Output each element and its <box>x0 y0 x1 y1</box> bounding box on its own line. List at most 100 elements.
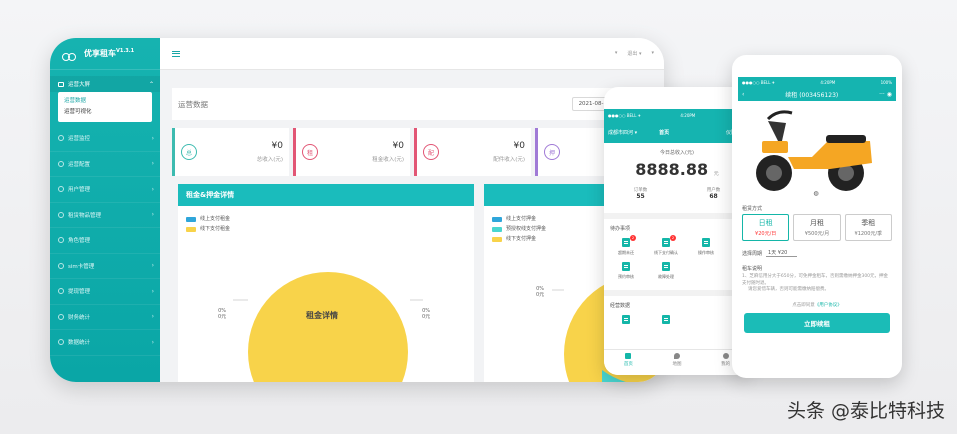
hamburger-menu-icon[interactable] <box>172 50 180 57</box>
submenu-item-ops-data[interactable]: 运营数据 <box>64 98 87 104</box>
desktop-window: 优享租车V1.3.1 运营大屏 ⌃ 运营数据 运营可视化 运营监控 › 运营配置 ›… <box>50 38 664 382</box>
phone-notch-area <box>604 87 750 109</box>
sidebar-item-label: 提现管理 <box>68 289 91 296</box>
nav-icon <box>58 186 64 193</box>
todo-review[interactable]: 操作审核 <box>686 238 726 256</box>
sidebar-item-finance[interactable]: 财务统计 › <box>50 305 160 330</box>
tab-label: 我的 <box>721 362 731 367</box>
income-summary: 今日总收入(元) 8888.88 元 订单数 55 用户数 68 <box>604 143 750 213</box>
phone-screen: ●●●○○ BELL ✈ 4:20PM 100% ‹ 续租 (003456123… <box>738 77 896 378</box>
todo-offline-pay[interactable]: 2 线下支付确认 <box>646 235 686 256</box>
sidebar-item-users[interactable]: 用户管理 › <box>50 177 160 203</box>
sidebar-item-label: 数据统计 <box>68 340 91 347</box>
document-icon <box>622 262 630 271</box>
nav-icon <box>58 160 64 167</box>
brand: 优享租车V1.3.1 <box>50 38 160 70</box>
app-header: ‹ 续租 (003456123) ··· ◉ <box>738 87 896 101</box>
city-selector[interactable]: 成都市四河 ▾ <box>608 129 638 136</box>
menu-icon[interactable]: ··· ◉ <box>879 90 892 98</box>
ops-entry[interactable] <box>646 315 686 327</box>
plan-daily[interactable]: 日租 ¥20元/日 <box>742 214 790 241</box>
bike-logo-icon <box>62 47 76 61</box>
todo-booking[interactable]: 预约审核 <box>606 262 646 280</box>
divider <box>604 213 750 219</box>
sidebar-item-label: sim卡管理 <box>68 263 95 270</box>
topbar-right: ▾ 退出 ▾ ▾ <box>615 50 664 57</box>
todo-badge: 2 <box>630 235 636 241</box>
cycle-dropdown[interactable]: 1天 ¥20 <box>766 249 798 257</box>
legend-swatch <box>186 216 196 222</box>
nav-icon <box>58 262 64 269</box>
plan-quarterly[interactable]: 季租 ¥1200元/季 <box>844 214 892 241</box>
battery-indicator: 100% <box>880 79 892 85</box>
tab-mine[interactable]: 我的 <box>701 350 750 375</box>
logout-dropdown[interactable]: 退出 ▾ <box>627 51 642 57</box>
pie-slice-preauth-deposit[interactable] <box>602 370 634 382</box>
document-icon <box>662 262 670 271</box>
plan-monthly[interactable]: 月租 ¥500元/月 <box>793 214 841 241</box>
sidebar-submenu: 运营数据 运营可视化 <box>58 92 152 122</box>
sidebar-item-statistics[interactable]: 数据统计 › <box>50 330 160 356</box>
stat-value: 68 <box>709 193 718 200</box>
todo-label: 超期未还 <box>618 250 634 255</box>
sidebar-item-monitor[interactable]: 运营监控 › <box>50 126 160 152</box>
back-icon[interactable]: ‹ <box>742 90 745 98</box>
topbar-dropdown[interactable]: ▾ <box>651 50 654 56</box>
document-icon <box>622 315 630 324</box>
tab-bar: 首页 地图 我的 <box>604 349 750 375</box>
chevron-right-icon: › <box>151 313 154 321</box>
monitor-icon <box>58 81 64 87</box>
pie-slice-offline-rent[interactable] <box>248 272 408 382</box>
legend-item[interactable]: 预授权线支付押金 <box>492 224 656 234</box>
renew-now-button[interactable]: 立即续租 <box>744 312 890 333</box>
sidebar-item-rental-items[interactable]: 租赁物品管理 › <box>50 203 160 228</box>
todo-overdue[interactable]: 2 超期未还 <box>606 235 646 256</box>
legend-label: 线上支付押金 <box>506 216 537 222</box>
app-header: 成都市四河 ▾ 首页 仪陇门店 <box>604 121 750 143</box>
page-title-bar: 运营数据 2021-08-12 - 2021-08 <box>172 88 652 120</box>
chart-panels: 租金&押金详情 线上支付租金 线下支付租金 0% 0元 0% 0元 租金详情 线上支… <box>178 184 664 382</box>
legend-item[interactable]: 线下支付租金 <box>186 224 466 234</box>
scooter-image: ◍ <box>738 101 896 201</box>
legend-label: 线上支付租金 <box>200 216 231 222</box>
document-icon <box>662 238 670 247</box>
legend-item[interactable]: 线上支付押金 <box>492 214 656 224</box>
sidebar-item-config[interactable]: 运营配置 › <box>50 152 160 177</box>
todo-badge: 2 <box>670 235 676 241</box>
nav-icon <box>58 135 64 142</box>
legend-item[interactable]: 线上支付租金 <box>186 214 466 224</box>
rent-plans: 日租 ¥20元/日 月租 ¥500元/月 季租 ¥1200元/季 <box>738 214 896 241</box>
todo-label: 故障处理 <box>658 274 674 279</box>
sidebar: 优享租车V1.3.1 运营大屏 ⌃ 运营数据 运营可视化 运营监控 › 运营配置 ›… <box>50 38 160 382</box>
sidebar-item-withdraw[interactable]: 提现管理 › <box>50 279 160 305</box>
rent-income-icon: 租 <box>302 144 318 160</box>
legend: 线上支付租金 线下支付租金 <box>178 206 474 234</box>
sidebar-group-dashboard[interactable]: 运营大屏 ⌃ <box>50 76 160 92</box>
stat-label: 配件收入(元) <box>493 157 525 163</box>
chevron-right-icon: › <box>151 160 154 168</box>
stat-label: 总收入(元) <box>256 157 283 163</box>
tab-home[interactable]: 首页 <box>604 350 653 375</box>
sidebar-item-roles[interactable]: 角色管理 <box>50 228 160 254</box>
status-time: 4:20PM <box>820 79 836 85</box>
ops-entry[interactable] <box>606 315 646 327</box>
submenu-item-ops-visual[interactable]: 运营可视化 <box>64 109 92 115</box>
deposit-income-icon: 押 <box>544 144 560 160</box>
legend-label: 线下支付押金 <box>506 236 537 242</box>
nav-icon <box>58 288 64 295</box>
topbar-dropdown[interactable]: ▾ <box>614 50 618 56</box>
plan-price: ¥1200元/季 <box>854 231 883 237</box>
sidebar-item-sim[interactable]: sim卡管理 › <box>50 254 160 279</box>
user-agreement-link[interactable]: 《用户协议》 <box>814 302 842 308</box>
tab-map[interactable]: 地图 <box>653 350 702 375</box>
plan-name: 季租 <box>861 219 876 227</box>
signal-indicator: ●●●○○ BELL ✈ <box>742 79 776 85</box>
legend-item[interactable]: 线下支付押金 <box>492 234 656 244</box>
income-amount: 8888.88 元 <box>635 160 719 179</box>
pie-center-label: 租金详情 <box>306 311 338 320</box>
agreement-prefix: 点击即同意 <box>792 302 815 308</box>
todo-fault[interactable]: 故障处理 <box>646 262 686 280</box>
signal-indicator: ●●●○○ BELL ✈ <box>608 112 642 118</box>
user-icon <box>722 353 729 359</box>
note-line: 1、芝麻信用分大于650分，可免押金租车，否则需缴纳押金300元，押金支付随时退… <box>742 274 889 286</box>
